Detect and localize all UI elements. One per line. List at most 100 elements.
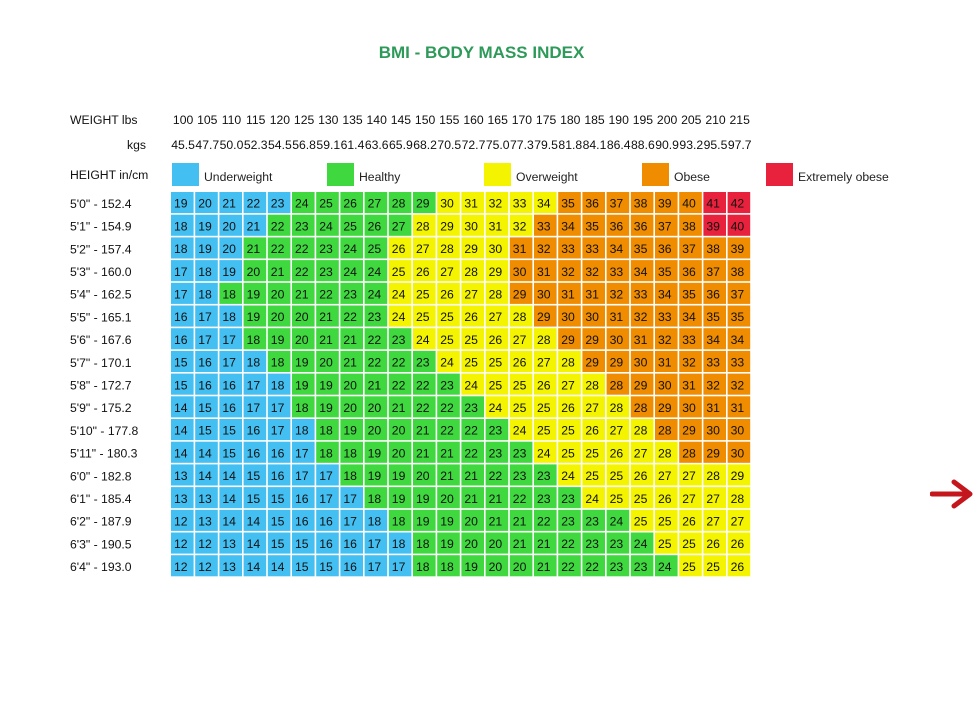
bmi-cell [364,350,388,372]
bmi-cell [437,441,460,463]
bmi-cell-value: 22 [295,265,309,279]
bmi-cell-value: 19 [392,492,406,506]
bmi-cell-value: 21 [513,537,527,551]
bmi-cell [171,260,194,282]
bmi-cell-value: 20 [416,469,430,483]
bmi-cell [606,509,630,531]
bmi-cell-value: 22 [368,356,382,370]
bmi-cell-value: 16 [174,310,188,324]
weight-lbs-tick: 165 [488,113,509,127]
bmi-cell-value: 18 [392,537,406,551]
weight-kgs-tick: 54.5 [268,138,292,152]
bmi-cell-value: 36 [706,287,720,301]
bmi-cell [195,419,218,441]
bmi-cell [195,464,218,486]
bmi-cell [582,305,605,327]
bmi-cell [388,487,412,509]
bmi-cell [655,396,678,418]
bmi-cell [437,509,460,531]
bmi-cell-value: 20 [343,378,357,392]
bmi-cell-value: 27 [392,219,406,233]
bmi-cell-value: 28 [585,378,599,392]
bmi-cell [364,464,388,486]
bmi-cell [340,282,363,304]
bmi-cell [509,487,533,509]
bmi-cell-value: 26 [658,492,672,506]
bmi-cell-value: 23 [319,242,333,256]
weight-lbs-tick: 205 [681,113,702,127]
bmi-cell-value: 21 [222,197,236,211]
bmi-cell [340,555,363,577]
bmi-cell [582,328,605,350]
bmi-cell [655,532,678,554]
bmi-cell [558,532,581,554]
bmi-cell [219,509,242,531]
bmi-cell-value: 32 [682,356,696,370]
bmi-cell-value: 14 [271,560,285,574]
arrow-right-icon [930,479,973,509]
bmi-cell [679,419,702,441]
bmi-cell-value: 23 [416,356,430,370]
bmi-cell [534,532,557,554]
bmi-cell [364,192,388,214]
bmi-cell [195,532,218,554]
bmi-cell [267,464,291,486]
weight-lbs-tick: 140 [367,113,388,127]
bmi-cell-value: 30 [561,310,575,324]
bmi-cell-value: 22 [440,401,454,415]
bmi-cell-value: 29 [682,424,696,438]
bmi-cell [509,396,533,418]
bmi-cell [485,214,509,236]
bmi-cell-value: 18 [440,560,454,574]
bmi-cell-value: 24 [585,492,599,506]
bmi-cell [292,237,315,259]
height-row-label: 5'8" - 172.7 [70,378,132,392]
bmi-cell [655,464,678,486]
weight-lbs-tick: 155 [439,113,460,127]
bmi-cell [316,396,339,418]
bmi-cell [630,305,654,327]
header-lbs-row: 100 105 110 115 120 125 130 135 140 145 150 155 160 1… [173,113,750,127]
bmi-cell-value: 19 [247,287,261,301]
bmi-cell-value: 37 [731,287,745,301]
bmi-cell-value: 29 [585,333,599,347]
weight-kgs-tick: 90.9 [655,138,679,152]
bmi-cell [509,305,533,327]
bmi-cell [558,282,581,304]
bmi-cell-value: 17 [174,287,188,301]
bmi-cell-value: 26 [513,356,527,370]
bmi-cell-value: 31 [658,356,672,370]
bmi-cell-value: 17 [247,378,261,392]
bmi-cell-value: 24 [513,424,527,438]
bmi-cell [195,328,218,350]
bmi-cell [413,373,436,395]
weight-lbs-tick: 215 [730,113,751,127]
bmi-cell-value: 27 [561,378,575,392]
bmi-cell-value: 22 [537,514,551,528]
bmi-cell [219,282,242,304]
bmi-cell [364,532,388,554]
bmi-cell [679,350,702,372]
bmi-cell-value: 20 [392,446,406,460]
bmi-cell-value: 25 [464,333,478,347]
bmi-cell-value: 26 [416,265,430,279]
bmi-cell [413,328,436,350]
bmi-cell [316,509,339,531]
bmi-cell-value: 29 [489,265,503,279]
bmi-cell [606,305,630,327]
bmi-cell [364,260,388,282]
bmi-cell [606,214,630,236]
bmi-cell [485,441,509,463]
weight-lbs-tick: 195 [633,113,654,127]
weight-kgs-tick: 56.8 [292,138,316,152]
height-labels: 5'0" - 152.4 5'1" - 154.9 5'2" - 157.4 5'3"… [70,197,139,574]
bmi-cell-value: 21 [537,537,551,551]
bmi-cell [316,282,339,304]
bmi-cell-value: 22 [343,310,357,324]
bmi-cell [558,214,581,236]
bmi-cell-value: 18 [271,356,285,370]
bmi-cell-value: 19 [198,219,212,233]
bmi-cell-value: 36 [682,265,696,279]
weight-lbs-tick: 210 [705,113,726,127]
bmi-cell-value: 36 [585,197,599,211]
